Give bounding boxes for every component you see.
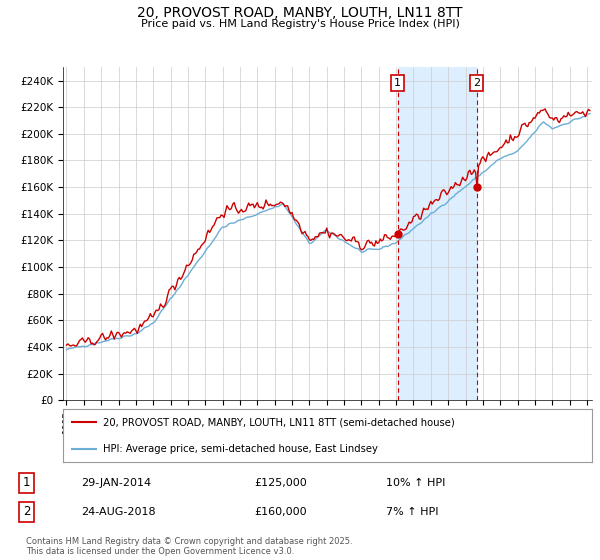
- Text: 20, PROVOST ROAD, MANBY, LOUTH, LN11 8TT: 20, PROVOST ROAD, MANBY, LOUTH, LN11 8TT: [137, 6, 463, 20]
- Text: £160,000: £160,000: [254, 507, 307, 517]
- Text: 1: 1: [23, 477, 30, 489]
- Text: Contains HM Land Registry data © Crown copyright and database right 2025.
This d: Contains HM Land Registry data © Crown c…: [26, 536, 353, 556]
- Text: 24-AUG-2018: 24-AUG-2018: [81, 507, 156, 517]
- Text: HPI: Average price, semi-detached house, East Lindsey: HPI: Average price, semi-detached house,…: [103, 444, 377, 454]
- Text: 20, PROVOST ROAD, MANBY, LOUTH, LN11 8TT (semi-detached house): 20, PROVOST ROAD, MANBY, LOUTH, LN11 8TT…: [103, 417, 454, 427]
- Text: 7% ↑ HPI: 7% ↑ HPI: [386, 507, 439, 517]
- Text: 29-JAN-2014: 29-JAN-2014: [81, 478, 151, 488]
- Text: 10% ↑ HPI: 10% ↑ HPI: [386, 478, 446, 488]
- Text: Price paid vs. HM Land Registry's House Price Index (HPI): Price paid vs. HM Land Registry's House …: [140, 19, 460, 29]
- Text: 2: 2: [473, 78, 481, 88]
- Bar: [398, 67, 477, 400]
- Text: 1: 1: [394, 78, 401, 88]
- Text: 2: 2: [23, 505, 30, 519]
- Text: £125,000: £125,000: [254, 478, 307, 488]
